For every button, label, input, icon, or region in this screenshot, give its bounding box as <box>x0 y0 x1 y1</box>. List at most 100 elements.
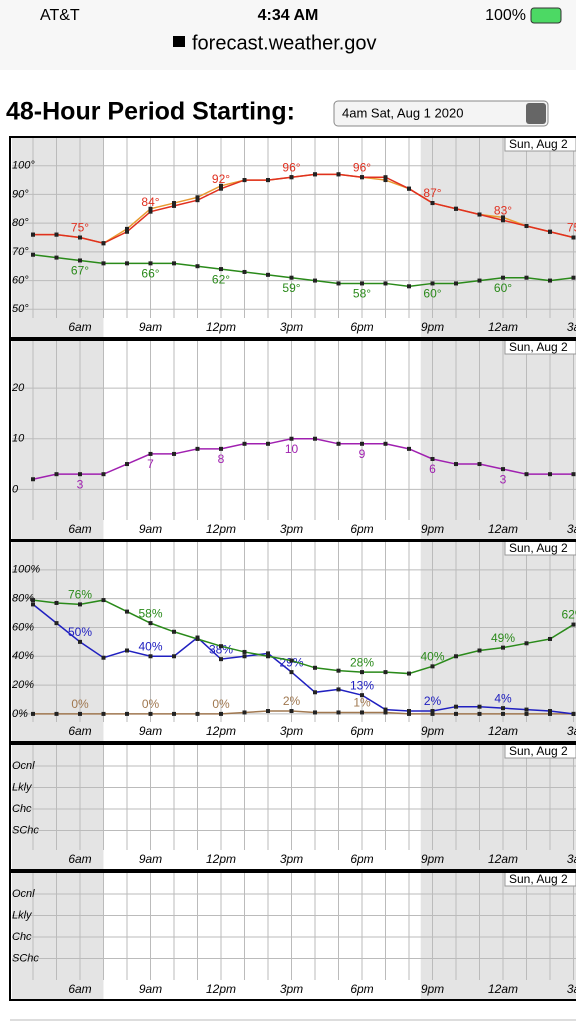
point <box>383 178 388 183</box>
series-line <box>33 173 574 245</box>
y-tick-label: 60° <box>12 274 29 286</box>
period-select[interactable] <box>333 100 549 127</box>
point <box>125 609 129 614</box>
data-label: 66° <box>141 267 159 281</box>
panel-frame <box>9 540 576 743</box>
point <box>336 710 341 715</box>
point <box>548 472 552 477</box>
row-label: SChc <box>12 952 39 964</box>
point <box>148 654 153 659</box>
y-tick-label: 0 <box>12 483 19 495</box>
point <box>501 215 505 220</box>
point <box>242 269 247 274</box>
point <box>172 629 176 634</box>
point <box>313 710 317 715</box>
point <box>266 272 270 277</box>
night-shade <box>420 137 576 338</box>
night-shade <box>420 340 576 540</box>
point <box>31 477 35 482</box>
point <box>195 711 200 716</box>
data-label: 76% <box>68 588 92 602</box>
point <box>101 472 106 477</box>
point <box>336 441 341 446</box>
point <box>101 655 106 660</box>
data-label: 8 <box>218 452 225 466</box>
url[interactable]: forecast.weather.gov <box>192 32 377 54</box>
data-label: 2% <box>424 694 442 708</box>
point <box>266 709 270 714</box>
series-line <box>32 437 574 480</box>
x-tick-label: 3pm <box>280 982 303 996</box>
point <box>360 175 364 180</box>
point <box>407 671 411 676</box>
point <box>571 711 576 716</box>
x-tick-label: 12am <box>488 320 518 334</box>
data-label: 62% <box>561 608 576 622</box>
select-text: 4am Sat, Aug 1 2020 <box>342 105 463 120</box>
point <box>571 275 576 280</box>
point <box>477 711 482 716</box>
x-tick-label: 9am <box>139 852 162 866</box>
y-tick-label: 100° <box>12 160 35 172</box>
point <box>195 198 200 203</box>
x-tick-label: 3a <box>567 320 576 334</box>
point <box>78 711 82 716</box>
point <box>242 710 247 715</box>
point <box>383 281 388 286</box>
point <box>477 212 482 217</box>
point <box>454 206 458 211</box>
point <box>430 711 435 716</box>
point <box>501 706 505 711</box>
point <box>31 232 35 237</box>
data-label: 40% <box>138 639 162 653</box>
point <box>454 462 458 467</box>
data-label: 75° <box>71 221 89 235</box>
point <box>548 278 552 283</box>
point <box>172 711 176 716</box>
point <box>219 446 223 451</box>
data-label: 40% <box>420 650 444 664</box>
x-tick-label: 9am <box>139 522 162 536</box>
point <box>454 654 458 659</box>
point <box>501 711 505 716</box>
point <box>360 693 364 698</box>
data-label: 28% <box>350 655 374 669</box>
point <box>195 264 200 269</box>
point <box>242 649 247 654</box>
point <box>383 710 388 715</box>
point <box>407 711 411 716</box>
data-label: 0% <box>71 697 89 711</box>
x-tick-label: 3pm <box>280 724 303 738</box>
day-label: Sun, Aug 2 <box>509 541 568 555</box>
point <box>101 241 106 246</box>
point <box>54 621 59 626</box>
point <box>548 711 552 716</box>
point <box>383 670 388 675</box>
point <box>571 472 576 477</box>
point <box>430 709 435 714</box>
data-label: 49% <box>491 631 515 645</box>
panel-frame <box>9 743 576 871</box>
data-label: 67° <box>71 264 89 278</box>
x-tick-label: 6pm <box>350 982 373 996</box>
point <box>407 446 411 451</box>
point <box>54 600 59 605</box>
y-tick-label: 40% <box>12 650 34 662</box>
point <box>571 235 576 240</box>
select-arrow[interactable] <box>526 103 546 124</box>
x-tick-label: 12am <box>488 852 518 866</box>
point <box>289 670 294 675</box>
data-label: 10 <box>285 442 299 456</box>
point <box>219 186 223 191</box>
point <box>454 281 458 286</box>
point <box>548 636 552 641</box>
point <box>125 648 129 653</box>
x-tick-label: 9pm <box>421 522 444 536</box>
point <box>524 641 529 646</box>
point <box>430 456 435 461</box>
series-line <box>32 603 574 715</box>
data-label: 96° <box>282 160 300 174</box>
point <box>289 436 294 441</box>
data-label: 60° <box>423 287 441 301</box>
